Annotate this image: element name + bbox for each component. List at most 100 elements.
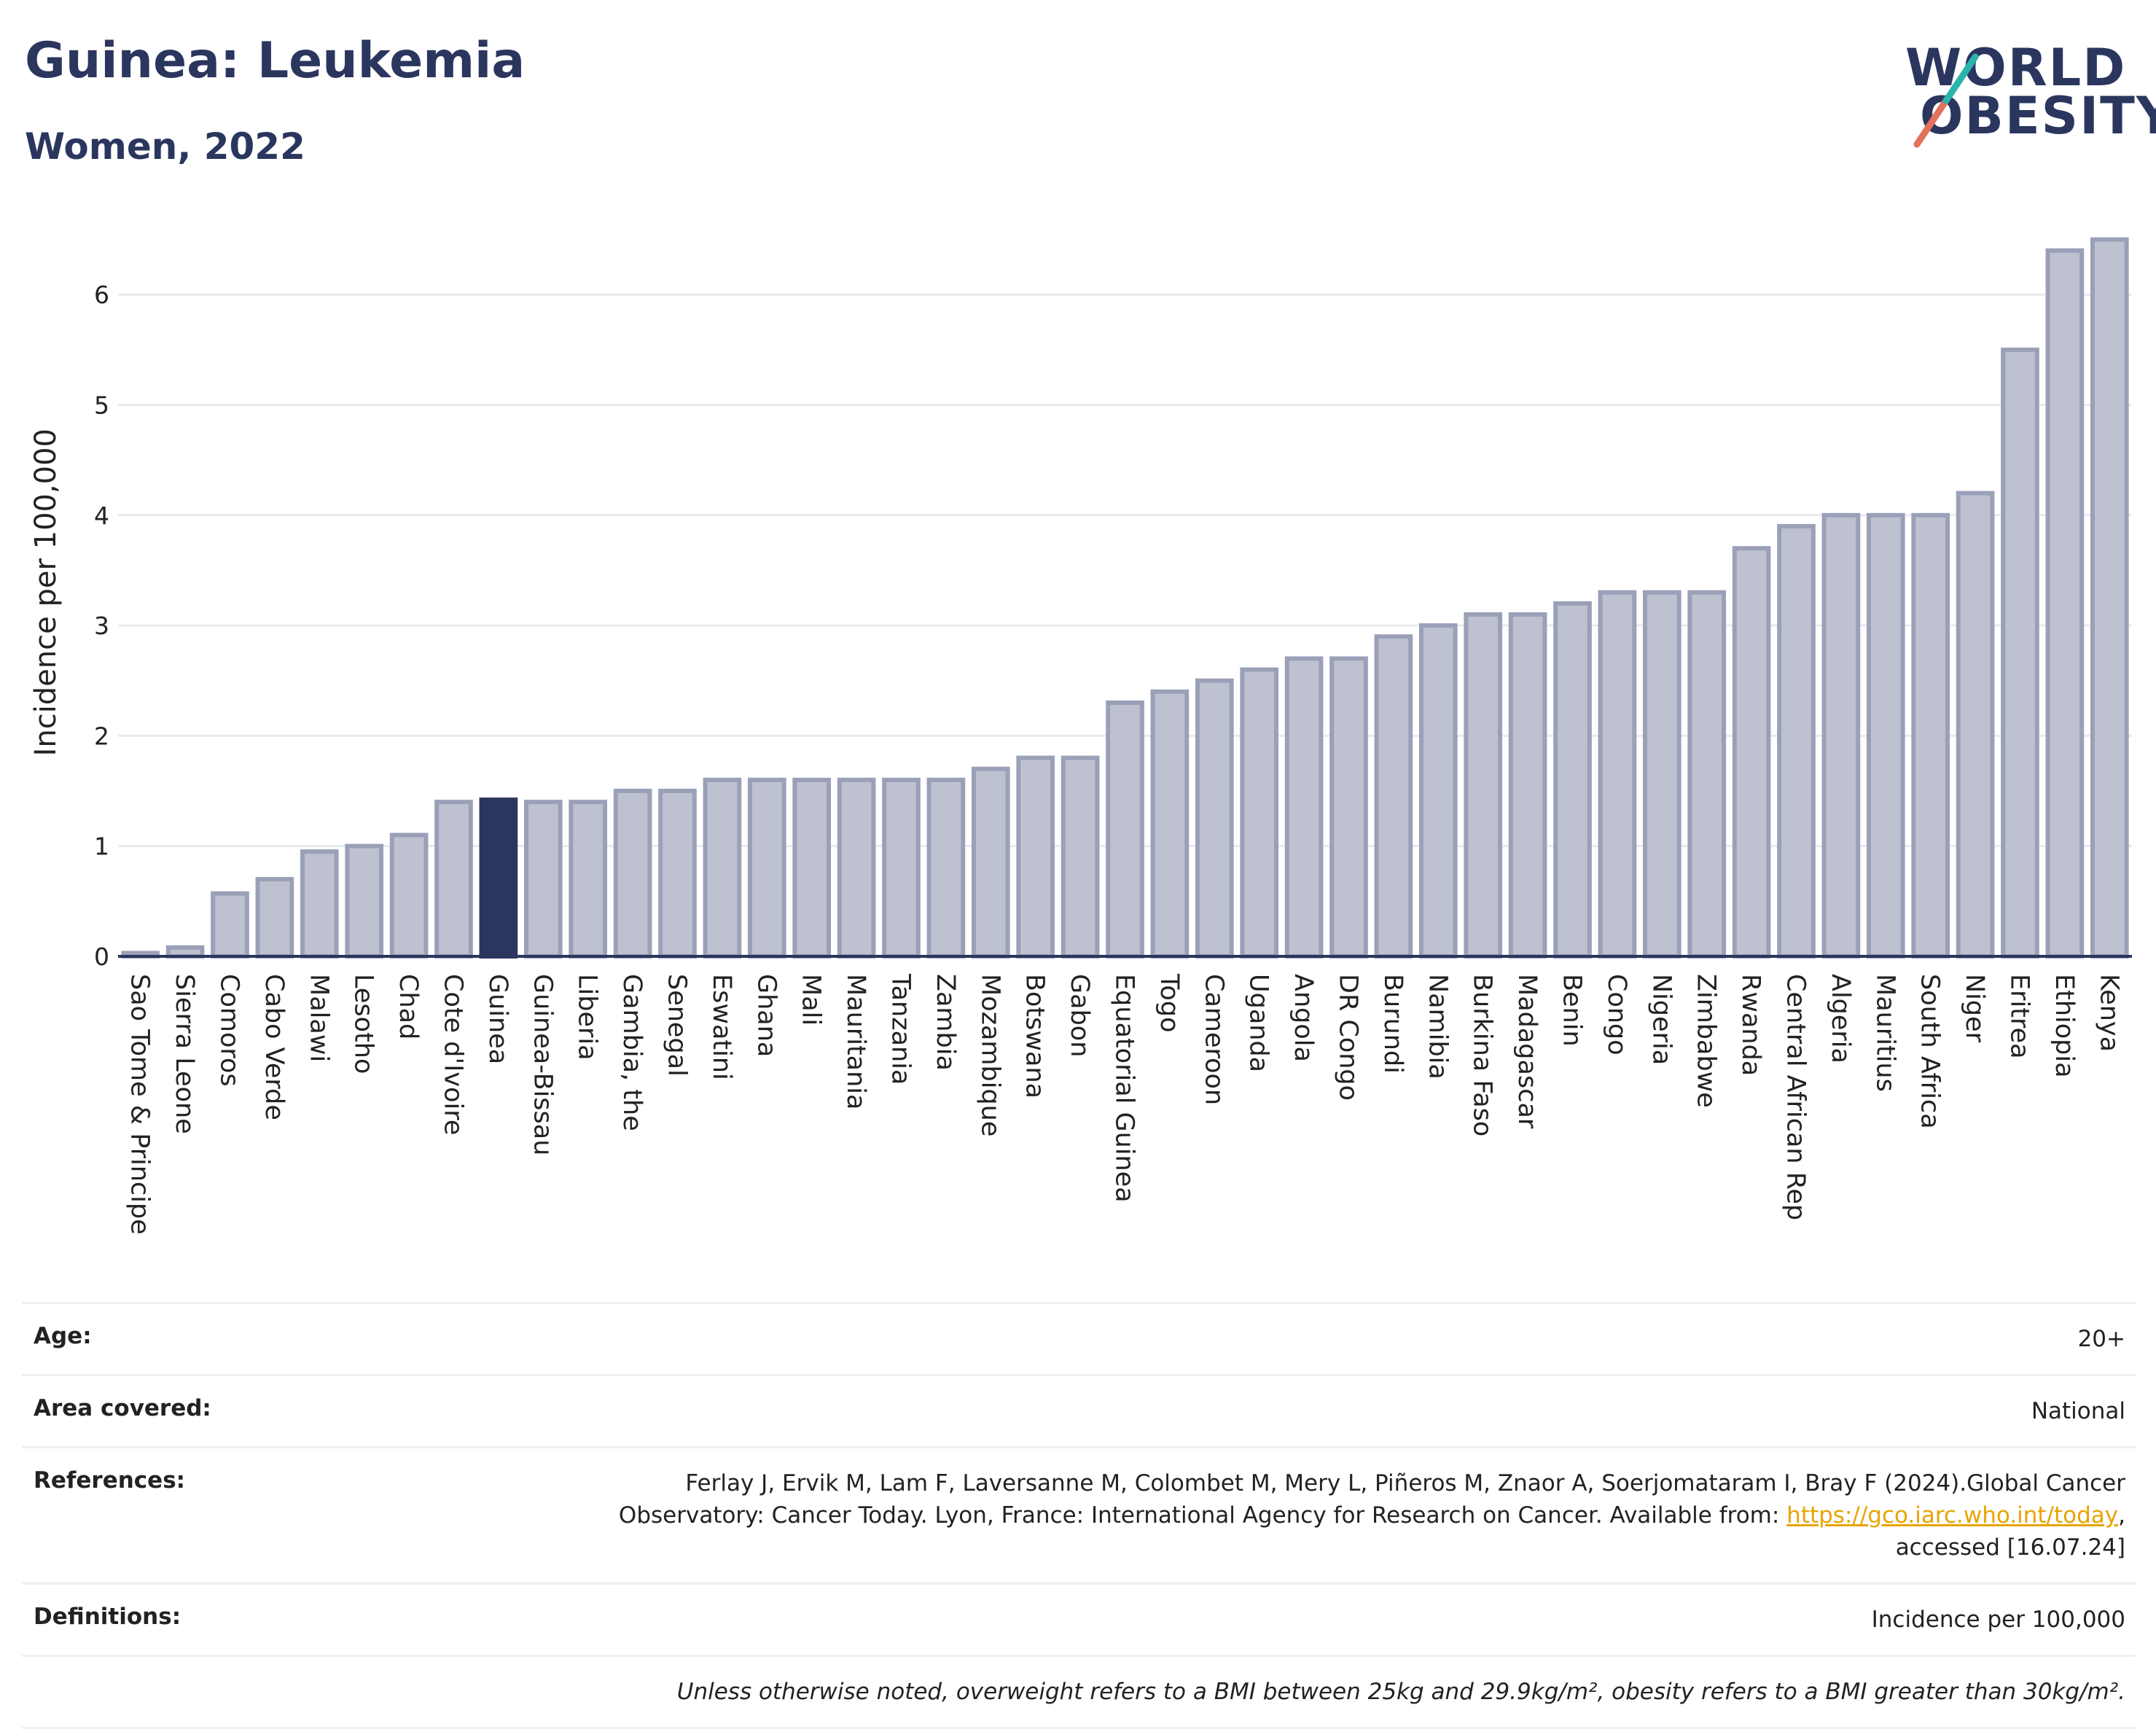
x-tick-label: Burkina Faso: [1468, 974, 1497, 1136]
bar: [703, 777, 742, 959]
x-tick-label: Nigeria: [1647, 974, 1676, 1065]
bar: [300, 849, 339, 959]
references-line-2-end: ,: [2118, 1502, 2125, 1529]
bar: [792, 777, 832, 959]
x-tick-label: Zambia: [931, 974, 960, 1071]
bar: [1106, 700, 1144, 959]
x-tick-label: Guinea-Bissau: [528, 974, 557, 1155]
bar: [1508, 612, 1547, 959]
x-tick-label: Uganda: [1244, 974, 1273, 1072]
x-tick-label: Equatorial Guinea: [1110, 974, 1139, 1203]
x-tick-label: Ghana: [751, 974, 781, 1057]
bmi-note: Unless otherwise noted, overweight refer…: [676, 1679, 2125, 1705]
x-tick-label: Niger: [1960, 974, 1989, 1043]
x-tick-label: Mauritius: [1870, 974, 1899, 1092]
bar: [1374, 634, 1413, 959]
definitions-value: Incidence per 100,000: [1871, 1607, 2125, 1633]
x-tick-label: Togo: [1155, 973, 1184, 1032]
bar: [434, 800, 473, 959]
x-tick-label: Benin: [1558, 974, 1587, 1047]
x-tick-label: Guinea: [483, 974, 512, 1064]
bar: [2090, 237, 2129, 959]
bar-chart: 0 1 2 3 4 5 6 Incidence per 100,000 Sao Tome & P…: [29, 237, 2132, 1235]
definitions-label: Definitions:: [34, 1604, 181, 1630]
area-value: National: [2031, 1398, 2125, 1424]
y-tick-label: 5: [94, 391, 109, 420]
bar: [1553, 601, 1592, 959]
x-tick-label: Malawi: [304, 974, 333, 1062]
info-row-references: References: Ferlay J, Ervik M, Lam F, La…: [22, 1446, 2136, 1582]
info-row-area: Area covered: National: [22, 1374, 2136, 1446]
bar: [389, 832, 429, 959]
x-tick-label: Senegal: [663, 974, 692, 1077]
x-tick-label: Sierra Leone: [170, 974, 199, 1134]
bar: [1956, 491, 1995, 959]
bar: [1732, 546, 1771, 959]
bar: [523, 800, 563, 959]
y-tick-label: 3: [94, 612, 109, 640]
bar: [837, 777, 876, 959]
y-tick-label: 1: [94, 832, 109, 861]
info-row-age: Age: 20+: [22, 1302, 2136, 1374]
bar: [1687, 590, 1727, 959]
x-tick-label: Central African Rep: [1781, 974, 1811, 1220]
page-subtitle: Women, 2022: [25, 125, 305, 168]
bar: [1240, 667, 1279, 959]
bar: [2001, 347, 2039, 959]
x-tick-label: Tanzania: [886, 973, 915, 1085]
references-link[interactable]: https://gco.iarc.who.int/today: [1786, 1502, 2119, 1529]
age-value: 20+: [2077, 1326, 2125, 1352]
x-tick-label: South Africa: [1915, 974, 1945, 1129]
y-axis-label: Incidence per 100,000: [29, 429, 63, 756]
references-value: Ferlay J, Ervik M, Lam F, Laversanne M, …: [619, 1467, 2125, 1564]
x-tick-label: Madagascar: [1512, 974, 1542, 1129]
info-row-note: Unless otherwise noted, overweight refer…: [22, 1655, 2136, 1729]
bar: [1150, 689, 1190, 959]
x-tick-label: DR Congo: [1334, 974, 1363, 1101]
x-tick-label: Burundi: [1378, 974, 1407, 1074]
bar: [1777, 523, 1816, 959]
info-row-definitions: Definitions: Incidence per 100,000: [22, 1582, 2136, 1655]
y-tick-label: 6: [94, 281, 109, 309]
bar: [882, 777, 921, 959]
bar: [658, 789, 697, 959]
bar: [2045, 248, 2085, 959]
bar: [211, 891, 249, 959]
x-tick-label: Congo: [1602, 974, 1631, 1055]
y-tick-label: 4: [94, 501, 109, 530]
x-tick-label: Mauritania: [841, 974, 870, 1109]
bar: [971, 766, 1010, 959]
logo-slash-icon: [1913, 53, 1979, 148]
x-tick-label: Cabo Verde: [259, 974, 289, 1120]
x-tick-label: Cote d'Ivoire: [439, 974, 468, 1135]
x-tick-label: Rwanda: [1736, 974, 1765, 1076]
x-tick-label: Eswatini: [707, 974, 736, 1080]
x-tick-label: Cameroon: [1199, 974, 1228, 1105]
world-obesity-logo: WORLD OBESITY: [1895, 22, 2156, 160]
x-tick-label: Botswana: [1020, 974, 1050, 1098]
bar: [1016, 755, 1055, 959]
x-tick-label: Comoros: [215, 974, 244, 1087]
bar: [1821, 512, 1861, 959]
bar: [1911, 512, 1950, 959]
x-tick-label: Algeria: [1826, 974, 1855, 1063]
logo-line-1: WORLD: [1905, 38, 2127, 98]
x-tick-label: Gabon: [1065, 974, 1094, 1057]
bar: [613, 789, 652, 959]
bar: [1464, 612, 1503, 959]
bar: [1061, 755, 1100, 959]
bar: [1329, 656, 1368, 959]
references-line-2: Observatory: Cancer Today. Lyon, France:…: [618, 1502, 1787, 1529]
bar: [747, 777, 786, 959]
bar: [926, 777, 966, 959]
area-label: Area covered:: [34, 1395, 211, 1421]
bar: [1195, 678, 1234, 959]
references-label: References:: [34, 1467, 186, 1494]
bar: [1418, 623, 1458, 959]
bar: [569, 800, 608, 959]
x-tick-label: Lesotho: [349, 974, 378, 1074]
bar: [1866, 512, 1905, 959]
x-tick-label: Eritrea: [2005, 974, 2034, 1059]
x-tick-label: Mali: [797, 974, 826, 1026]
y-tick-label: 0: [94, 942, 109, 971]
